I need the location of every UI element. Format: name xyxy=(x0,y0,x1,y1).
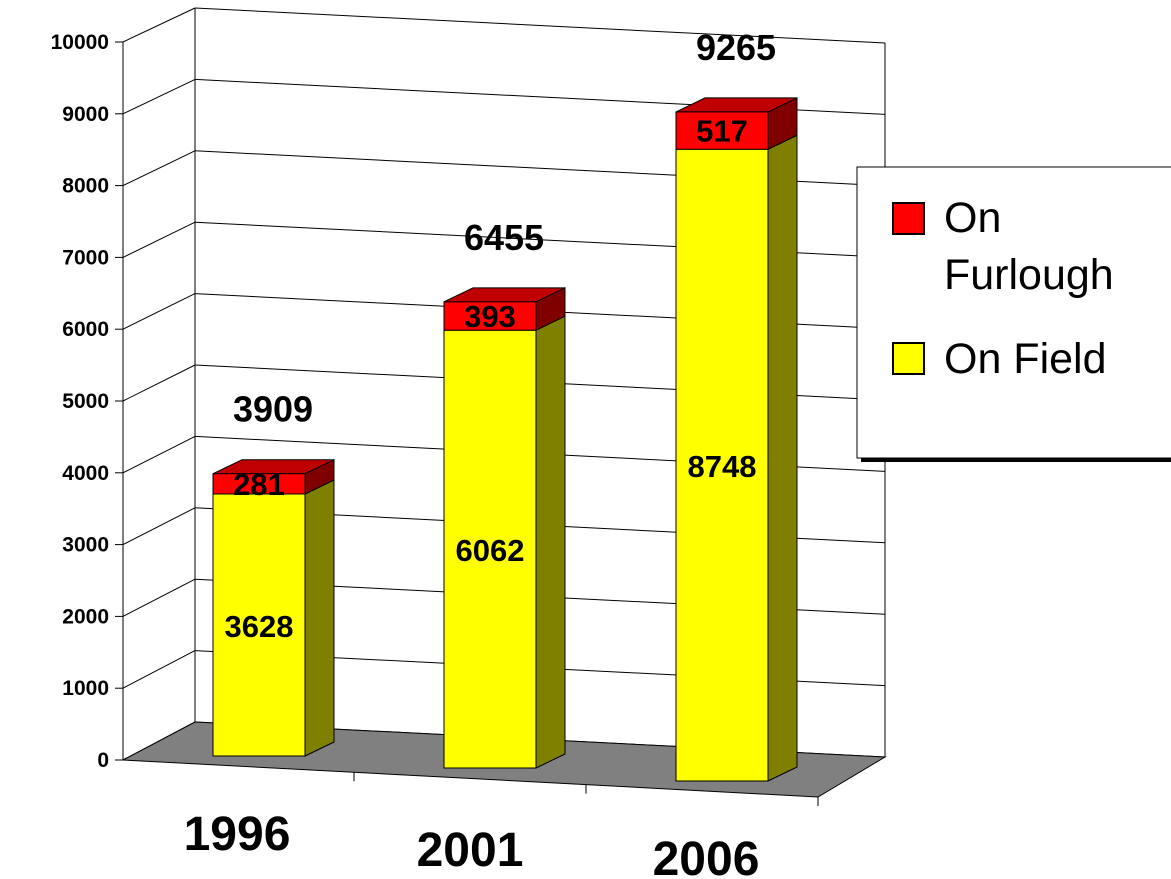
legend[interactable]: On Furlough On Field xyxy=(856,166,1171,462)
y-tick-label: 0 xyxy=(97,749,109,772)
y-tick-label: 1000 xyxy=(62,677,109,700)
bar-on-furlough xyxy=(675,111,769,150)
gridline-side xyxy=(122,578,196,617)
data-label-total: 9265 xyxy=(696,27,776,68)
data-label-on-field: 8748 xyxy=(688,449,757,484)
y-tick-label: 8000 xyxy=(62,175,109,198)
gridline-side xyxy=(122,150,196,187)
gridline-side xyxy=(122,435,196,474)
bar-on-furlough xyxy=(212,473,306,495)
gridline-side xyxy=(122,78,196,115)
y-tick-label: 5000 xyxy=(62,390,109,413)
bar-side-on-field xyxy=(767,134,798,782)
data-label-on-field: 3628 xyxy=(225,609,294,644)
x-category-label: 1996 xyxy=(184,808,291,861)
gridline-side xyxy=(122,293,196,330)
bar-on-field xyxy=(212,493,306,757)
bars: 3628 281 3909 6062 393 6455 8748 517 9265 xyxy=(212,27,798,782)
y-tick-label: 3000 xyxy=(62,534,109,557)
bar-on-field xyxy=(443,329,537,769)
bar-on-furlough xyxy=(443,301,537,331)
value-axis: 0 1000 2000 3000 4000 5000 6000 7000 8000 9000 100… xyxy=(51,31,124,772)
data-label-total: 3909 xyxy=(233,389,313,430)
data-label-on-field: 6062 xyxy=(456,533,525,568)
gridline-side xyxy=(122,7,196,43)
gridline-side xyxy=(122,507,196,546)
legend-label-on-field: On Field xyxy=(944,335,1107,383)
gridline-back xyxy=(194,7,886,44)
data-label-on-furlough: 281 xyxy=(233,467,285,502)
legend-label-on-furlough-line1: On xyxy=(944,194,1001,242)
data-label-on-furlough: 393 xyxy=(464,299,516,334)
x-category-label: 2001 xyxy=(417,824,524,877)
y-tick-label: 7000 xyxy=(62,246,109,269)
legend-swatch-on-furlough xyxy=(892,202,925,235)
gridline-side xyxy=(122,650,196,689)
gridline-side xyxy=(122,364,196,402)
data-label-total: 6455 xyxy=(464,217,544,258)
y-tick-label: 9000 xyxy=(62,103,109,126)
bar-on-field xyxy=(675,148,769,782)
bar-side-on-field xyxy=(535,315,566,769)
legend-swatch-on-field xyxy=(892,342,925,375)
legend-label-on-furlough-line2: Furlough xyxy=(944,251,1114,299)
bar-side-on-field xyxy=(304,479,335,757)
y-tick-label: 6000 xyxy=(62,318,109,341)
gridline-side xyxy=(122,221,196,258)
x-category-label: 2006 xyxy=(653,833,760,879)
y-tick-label: 4000 xyxy=(62,462,109,485)
y-tick-label: 2000 xyxy=(62,605,109,628)
category-axis-labels: 1996 2001 2006 xyxy=(184,808,760,879)
data-label-on-furlough: 517 xyxy=(696,114,748,149)
y-tick-label: 10000 xyxy=(51,31,109,54)
